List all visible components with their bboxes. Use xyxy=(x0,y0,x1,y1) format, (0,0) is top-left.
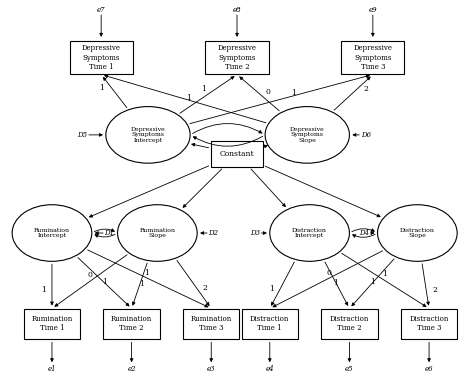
Text: 1: 1 xyxy=(186,94,191,102)
Text: 1: 1 xyxy=(100,85,104,92)
FancyBboxPatch shape xyxy=(242,309,298,339)
Text: D5: D5 xyxy=(77,131,88,139)
Text: 2: 2 xyxy=(432,286,437,293)
Text: e2: e2 xyxy=(128,365,136,373)
Ellipse shape xyxy=(106,106,190,163)
Text: e3: e3 xyxy=(207,365,216,373)
Ellipse shape xyxy=(118,205,197,261)
Text: 1: 1 xyxy=(370,278,375,286)
Text: Distraction
Time 3: Distraction Time 3 xyxy=(410,315,449,332)
Text: 1: 1 xyxy=(382,270,387,278)
Text: Rumination
Time 2: Rumination Time 2 xyxy=(111,315,152,332)
Text: Rumination
Intercept: Rumination Intercept xyxy=(34,228,70,239)
Text: Distraction
Time 1: Distraction Time 1 xyxy=(250,315,290,332)
Text: Rumination
Slope: Rumination Slope xyxy=(139,228,175,239)
Text: e9: e9 xyxy=(369,7,377,14)
FancyBboxPatch shape xyxy=(321,309,377,339)
Text: 2: 2 xyxy=(364,85,369,93)
Ellipse shape xyxy=(377,205,457,261)
Text: 0: 0 xyxy=(326,269,331,277)
Ellipse shape xyxy=(12,205,92,261)
Text: 0: 0 xyxy=(87,271,92,279)
Text: 1: 1 xyxy=(139,280,144,288)
Text: 0: 0 xyxy=(266,88,271,96)
Text: 1: 1 xyxy=(102,278,107,286)
FancyBboxPatch shape xyxy=(183,309,239,339)
Text: Distraction
Intercept: Distraction Intercept xyxy=(292,228,327,239)
Text: D2: D2 xyxy=(209,229,219,237)
Text: 1: 1 xyxy=(333,280,338,288)
Text: 1: 1 xyxy=(201,85,206,93)
Text: Depressive
Symptoms
Time 3: Depressive Symptoms Time 3 xyxy=(353,44,392,71)
FancyBboxPatch shape xyxy=(103,309,160,339)
Text: Constant: Constant xyxy=(219,150,255,158)
FancyBboxPatch shape xyxy=(205,41,269,74)
Text: 1: 1 xyxy=(41,286,46,294)
Ellipse shape xyxy=(265,106,349,163)
Text: e6: e6 xyxy=(425,365,433,373)
Text: 1: 1 xyxy=(292,89,296,97)
Text: Rumination
Time 1: Rumination Time 1 xyxy=(31,315,73,332)
Text: Rumination
Time 3: Rumination Time 3 xyxy=(191,315,232,332)
Text: e8: e8 xyxy=(233,7,241,14)
FancyBboxPatch shape xyxy=(341,41,404,74)
Text: D3: D3 xyxy=(250,229,260,237)
Text: Depressive
Symptoms
Time 2: Depressive Symptoms Time 2 xyxy=(218,44,256,71)
Text: 2: 2 xyxy=(203,285,208,292)
FancyBboxPatch shape xyxy=(70,41,133,74)
Text: Distraction
Time 2: Distraction Time 2 xyxy=(330,315,369,332)
Text: D6: D6 xyxy=(361,131,371,139)
Text: 1: 1 xyxy=(269,285,274,293)
Text: Distraction
Slope: Distraction Slope xyxy=(400,228,435,239)
FancyBboxPatch shape xyxy=(401,309,457,339)
FancyBboxPatch shape xyxy=(24,309,80,339)
Text: e7: e7 xyxy=(97,7,105,14)
Text: D4: D4 xyxy=(359,229,369,237)
Ellipse shape xyxy=(270,205,349,261)
Text: e5: e5 xyxy=(345,365,354,373)
Text: Depressive
Symptoms
Slope: Depressive Symptoms Slope xyxy=(290,127,325,143)
Text: 1: 1 xyxy=(144,268,149,277)
Text: D1: D1 xyxy=(105,229,115,237)
Text: e1: e1 xyxy=(48,365,56,373)
Text: Depressive
Symptoms
Intercept: Depressive Symptoms Intercept xyxy=(131,127,165,143)
Text: e4: e4 xyxy=(265,365,274,373)
FancyBboxPatch shape xyxy=(211,141,263,167)
Text: Depressive
Symptoms
Time 1: Depressive Symptoms Time 1 xyxy=(82,44,121,71)
